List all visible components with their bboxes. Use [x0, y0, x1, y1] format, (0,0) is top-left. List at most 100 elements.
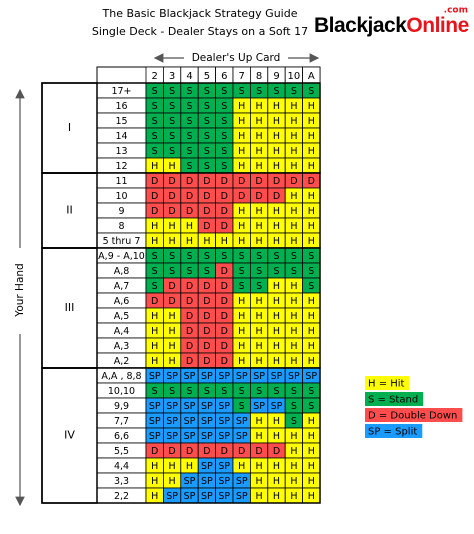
action-label: D	[186, 311, 193, 322]
action-label: H	[273, 146, 280, 157]
action-label: H	[238, 116, 245, 127]
action-label: H	[273, 281, 280, 292]
action-label: S	[256, 266, 262, 277]
action-label: SP	[305, 371, 317, 382]
action-label: S	[204, 86, 210, 97]
column-label: 7	[239, 71, 245, 82]
action-label: H	[238, 296, 245, 307]
column-label: A	[308, 71, 315, 82]
action-label: H	[169, 326, 176, 337]
action-label: S	[152, 251, 158, 262]
action-label: H	[256, 416, 263, 427]
column-label: 2	[152, 71, 158, 82]
action-label: H	[273, 131, 280, 142]
action-label: H	[273, 296, 280, 307]
action-label: S	[169, 266, 175, 277]
action-label: H	[273, 476, 280, 487]
action-label: SP	[201, 461, 213, 472]
legend-label: SP = Split	[368, 427, 417, 438]
action-label: S	[152, 266, 158, 277]
action-label: S	[256, 251, 262, 262]
hand-label: 2,2	[114, 491, 129, 502]
action-label: D	[203, 341, 210, 352]
action-label: S	[308, 86, 314, 97]
action-label: D	[238, 191, 245, 202]
action-label: H	[273, 161, 280, 172]
action-label: SP	[201, 491, 213, 502]
legend-swatch	[365, 424, 423, 438]
action-label: H	[169, 236, 176, 247]
action-label: D	[273, 446, 280, 457]
action-label: H	[290, 296, 297, 307]
action-label: H	[290, 191, 297, 202]
hand-label: Your Hand	[14, 263, 26, 317]
action-label: H	[238, 206, 245, 217]
action-label: H	[238, 326, 245, 337]
action-label: SP	[236, 371, 248, 382]
action-label: SP	[201, 431, 213, 442]
action-label: SP	[201, 416, 213, 427]
action-label: H	[256, 311, 263, 322]
action-label: H	[169, 221, 176, 232]
action-label: D	[186, 281, 193, 292]
action-label: H	[151, 476, 158, 487]
action-label: SP	[218, 476, 230, 487]
action-label: S	[169, 116, 175, 127]
table: 2 3 4 5 6 7 8 9 10 A17+ S S S S S S S S S S16 S S S S S H H H H H15 S S…	[41, 66, 321, 504]
action-label: H	[151, 356, 158, 367]
action-label: D	[221, 191, 228, 202]
action-label: SP	[236, 431, 248, 442]
action-label: SP	[149, 416, 161, 427]
action-label: SP	[236, 491, 248, 502]
action-label: S	[308, 281, 314, 292]
action-label: H	[151, 161, 158, 172]
action-label: H	[151, 491, 158, 502]
action-label: H	[308, 116, 315, 127]
action-label: D	[186, 176, 193, 187]
action-label: D	[221, 266, 228, 277]
action-label: D	[255, 176, 262, 187]
logo-accent: Online	[406, 14, 468, 37]
action-label: H	[273, 341, 280, 352]
action-label: H	[256, 131, 263, 142]
action-label: D	[203, 311, 210, 322]
action-label: H	[238, 161, 245, 172]
action-label: H	[290, 341, 297, 352]
action-label: S	[152, 101, 158, 112]
column-label: 6	[221, 71, 227, 82]
action-label: H	[256, 356, 263, 367]
hand-label: A,5	[114, 311, 130, 322]
action-label: S	[204, 101, 210, 112]
action-label: D	[203, 176, 210, 187]
action-label: D	[221, 281, 228, 292]
action-label: H	[273, 101, 280, 112]
action-label: D	[186, 191, 193, 202]
action-label: SP	[271, 401, 283, 412]
legend-label: H = Hit	[368, 379, 405, 390]
action-label: D	[221, 341, 228, 352]
action-label: S	[186, 161, 192, 172]
action-label: H	[290, 326, 297, 337]
action-label: D	[203, 281, 210, 292]
legend-label: S = Stand	[368, 395, 418, 406]
action-label: H	[238, 341, 245, 352]
action-label: H	[290, 311, 297, 322]
action-label: SP	[218, 401, 230, 412]
action-label: SP	[166, 491, 178, 502]
action-label: SP	[166, 431, 178, 442]
action-label: S	[239, 251, 245, 262]
action-label: D	[186, 296, 193, 307]
hand-label: 17+	[111, 86, 131, 97]
action-label: H	[290, 461, 297, 472]
action-label: S	[308, 401, 314, 412]
legend-swatch	[365, 392, 424, 406]
action-label: H	[290, 281, 297, 292]
action-label: D	[221, 446, 228, 457]
action-label: H	[186, 221, 193, 232]
legend-swatch	[365, 408, 463, 422]
legend-label: D = Double Down	[368, 411, 457, 422]
action-label: H	[290, 101, 297, 112]
action-label: H	[238, 236, 245, 247]
action-label: SP	[218, 491, 230, 502]
